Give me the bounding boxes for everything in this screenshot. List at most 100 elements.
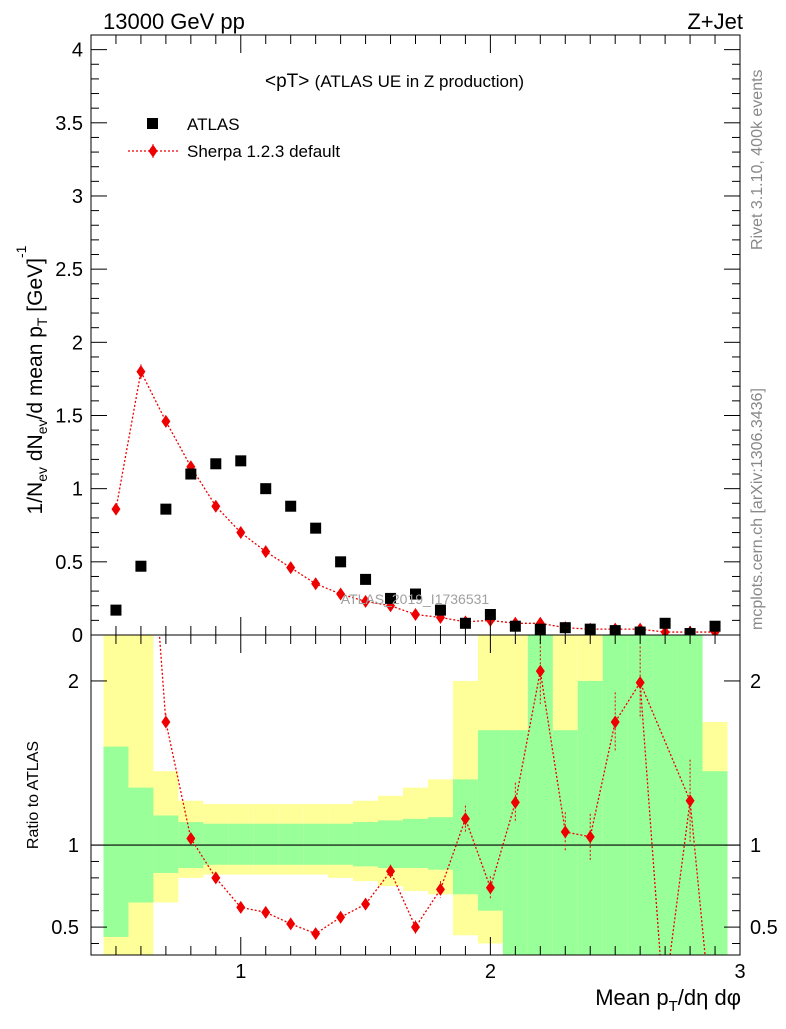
ratio-mc-point [361,897,371,911]
ratio-band-inner [153,815,179,873]
y-tick-label-main: 4 [72,40,83,62]
atlas-point [185,468,197,480]
chart-title: <pT> (ATLAS UE in Z production) [265,71,524,92]
atlas-point [235,455,247,467]
y-tick-label-ratio-right: 0.5 [750,917,778,939]
ratio-mc-point [485,881,495,895]
ratio-mc-line-drop [689,800,706,955]
mc-point [111,502,121,516]
atlas-point [484,609,496,621]
ratio-mc-point [161,715,171,729]
legend: ATLAS Sherpa 1.2.3 default [128,115,340,161]
atlas-point [310,522,322,534]
mc-point [311,577,321,591]
mc-point [211,499,221,513]
ratio-band-inner [427,817,453,870]
ratio-mc-point [286,917,296,931]
legend-atlas-marker [147,118,158,129]
mc-point [411,608,420,622]
ratio-plot-area [158,635,706,955]
ratio-mc-point [261,905,271,919]
atlas-point [285,500,297,512]
ratio-mc-point [311,927,321,941]
y-tick-label-ratio: 1 [68,835,79,857]
ratio-band-inner [278,823,304,865]
axes: 00.511.522.533.541 2 30.5 0.51 12 2 [51,34,778,983]
mc-point [236,526,246,540]
y-tick-label-main: 2 [72,332,83,354]
y-tick-label-main: 0 [72,625,83,647]
ratio-mc-point [386,864,396,878]
atlas-point [210,458,222,470]
ratio-mc-point [186,831,196,845]
x-tick-label: 3 [734,961,745,983]
header-left: 13000 GeV pp [103,9,245,34]
atlas-point [385,592,397,604]
legend-mc-label: Sherpa 1.2.3 default [187,142,340,161]
atlas-point [459,617,471,629]
ratio-mc-point [610,715,620,729]
ratio-mc-line [158,635,691,935]
ratio-mc-line-drop [639,682,661,955]
y-tick-label-main: 0.5 [55,552,83,574]
ratio-band-inner [702,771,728,955]
legend-mc-marker [148,144,158,158]
mc-point [336,587,346,601]
ratio-mc-point [460,812,470,826]
ratio-band-inner [303,823,329,865]
y-tick-label-ratio-right: 2 [750,671,761,693]
y-axis-label-main: 1/Nev dNev/d mean pT [GeV]-1 [13,245,50,514]
header-right: Z+Jet [687,9,743,34]
ratio-band-inner [452,779,478,895]
ratio-band-inner [203,823,229,865]
atlas-point [110,604,122,616]
ratio-band-inner [602,635,628,955]
y-tick-label-ratio: 2 [68,671,79,693]
ratio-band-inner [253,823,279,865]
watermark: ATLAS_2019_I1736531 [341,591,490,607]
atlas-point [135,560,147,572]
mc-point [161,414,171,428]
y-axis-label-ratio: Ratio to ATLAS [25,741,42,849]
mc-point [136,365,146,379]
x-tick-label: 1 [235,961,246,983]
ratio-mc-point [585,830,595,844]
rivet-label: Rivet 3.1.10, 400k events [749,69,766,250]
y-tick-label-main: 3 [72,186,83,208]
y-tick-label-ratio-right: 1 [750,835,761,857]
y-tick-label-main: 1.5 [55,405,83,427]
ratio-mc-point [535,664,545,678]
atlas-point [360,573,372,585]
ratio-band-inner [403,818,428,869]
legend-atlas-label: ATLAS [187,115,240,134]
atlas-point [434,604,446,616]
ratio-mc-point [435,882,445,896]
ratio-band-inner [552,730,578,955]
ratio-band-inner [228,823,254,865]
ratio-band-inner [103,746,129,937]
mcplots-label: mcplots.cern.ch [arXiv:1306.3436] [749,388,766,630]
ratio-band-inner [652,635,678,955]
ratio-mc-point [510,795,520,809]
ratio-band-inner [502,730,528,955]
mc-point [361,594,371,608]
atlas-point [410,588,421,600]
ratio-mc-point [336,910,346,924]
ratio-band-inner [353,822,379,867]
ratio-band-inner [527,635,553,955]
y-tick-label-main: 1 [72,479,83,501]
ratio-band-inner [328,823,354,865]
x-axis-label: Mean pT/dη dφ [595,985,741,1015]
ratio-mc-point [411,920,420,934]
y-tick-label-main: 3.5 [55,113,83,135]
x-tick-label: 2 [485,961,496,983]
mc-point [261,545,271,559]
ratio-mc-line-rise [669,800,691,955]
ratio-mc-point [211,871,221,885]
atlas-point [160,503,172,515]
y-tick-label-ratio: 0.5 [51,917,79,939]
atlas-point [335,556,347,568]
y-tick-label-main: 2.5 [55,259,83,281]
ratio-mc-point [236,900,246,914]
